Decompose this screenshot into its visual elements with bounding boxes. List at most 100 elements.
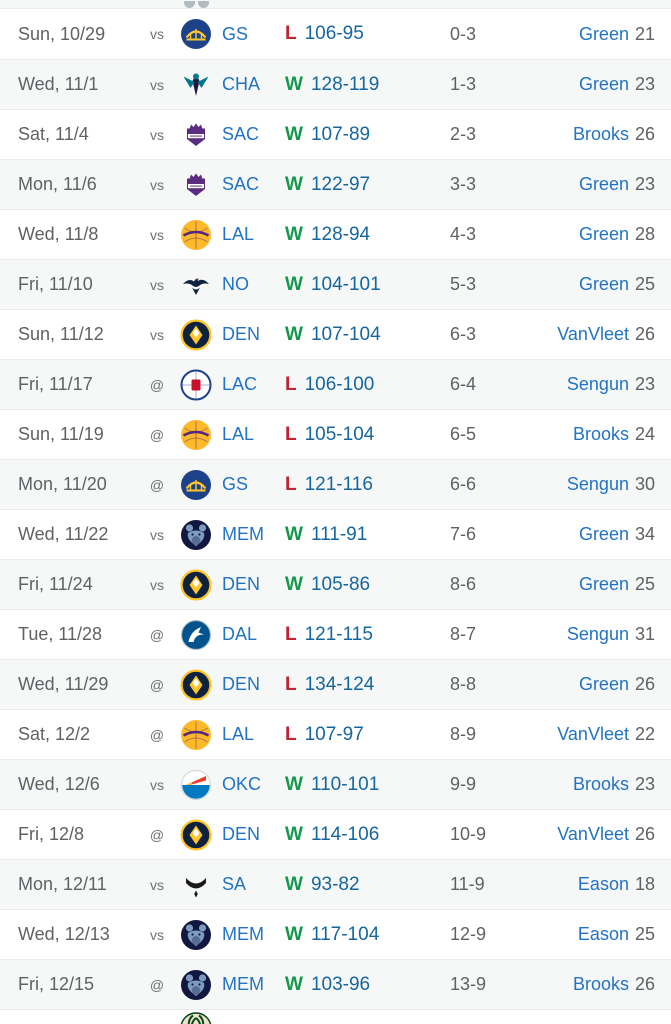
score-link[interactable]: 93-82 — [310, 873, 360, 895]
top-performer: Sengun 23 — [526, 374, 671, 395]
opponent-link[interactable]: LAL — [222, 224, 255, 244]
team-logo-lakers[interactable] — [174, 219, 218, 251]
opponent-link[interactable]: LAL — [222, 724, 255, 744]
win-loss-letter: L — [285, 673, 297, 695]
score-link[interactable]: 104-101 — [310, 273, 381, 295]
team-logo-lakers[interactable] — [174, 419, 218, 451]
score-link[interactable]: 114-106 — [310, 823, 380, 845]
score-link[interactable]: 106-100 — [304, 373, 375, 395]
score-link[interactable]: 105-86 — [310, 573, 371, 595]
top-performer-link[interactable]: VanVleet — [557, 824, 629, 844]
score-link[interactable]: 106-95 — [304, 23, 364, 44]
top-performer-link[interactable]: Green — [578, 74, 629, 94]
top-performer-link[interactable]: Green — [578, 23, 629, 44]
team-logo-pelicans[interactable] — [174, 269, 218, 301]
opponent-link[interactable]: SAC — [222, 124, 260, 144]
opponent-link[interactable]: DEN — [222, 674, 261, 694]
opponent-link[interactable]: DEN — [222, 574, 261, 594]
opponent-link[interactable]: CHA — [222, 74, 261, 94]
top-performer-link[interactable]: Green — [578, 174, 629, 194]
top-performer-link[interactable]: Brooks — [572, 124, 629, 144]
opponent-link[interactable]: LAL — [222, 424, 255, 444]
team-logo-grizzlies[interactable] — [174, 919, 218, 951]
opponent-link[interactable]: DAL — [222, 624, 258, 644]
top-performer-link[interactable]: Green — [578, 274, 629, 294]
game-result: W 117-104 — [282, 924, 446, 946]
home-away-indicator: vs — [150, 126, 164, 143]
game-row: Sun, 11/12 vs DEN W 107-104 6-3 VanVleet… — [0, 309, 671, 359]
win-loss-letter: W — [285, 173, 303, 195]
top-performer-link[interactable]: Green — [578, 224, 629, 244]
win-loss-letter: W — [285, 123, 303, 145]
top-performer-link[interactable]: Green — [578, 674, 629, 694]
team-logo-kings[interactable] — [174, 119, 218, 151]
opponent-link[interactable]: DEN — [222, 824, 261, 844]
team-logo-warriors[interactable] — [174, 18, 218, 50]
score-link[interactable]: 107-97 — [304, 723, 364, 745]
score-link[interactable]: 103-96 — [310, 973, 371, 995]
win-loss-letter: W — [285, 73, 303, 95]
opponent-link[interactable]: GS — [222, 474, 249, 494]
opponent-link[interactable]: DEN — [222, 324, 261, 344]
top-performer-link[interactable]: VanVleet — [557, 324, 629, 344]
game-date: Wed, 11/8 — [18, 224, 99, 244]
team-logo-nuggets[interactable] — [174, 819, 218, 851]
home-away-indicator: vs — [150, 226, 164, 243]
score-link[interactable]: 121-116 — [304, 473, 373, 495]
game-result: W 105-86 — [282, 574, 446, 596]
opponent-link[interactable]: GS — [222, 23, 249, 44]
team-logo-hornets[interactable] — [174, 69, 218, 101]
top-performer-link[interactable]: Eason — [577, 924, 629, 944]
top-performer-link[interactable]: Sengun — [566, 474, 629, 494]
team-logo-nuggets[interactable] — [174, 669, 218, 701]
top-performer-link[interactable]: Green — [578, 574, 629, 594]
team-logo-kings[interactable] — [174, 169, 218, 201]
top-performer-link[interactable]: Sengun — [566, 374, 629, 394]
opponent-link[interactable]: SAC — [222, 174, 260, 194]
opponent-link[interactable]: LAC — [222, 374, 258, 394]
team-logo-spurs[interactable] — [174, 869, 218, 901]
score-link[interactable]: 121-115 — [304, 623, 373, 645]
team-logo-warriors[interactable] — [174, 469, 218, 501]
opponent-link[interactable]: OKC — [222, 774, 262, 794]
top-performer-link[interactable]: Eason — [577, 874, 629, 894]
team-logo-mavericks[interactable] — [174, 619, 218, 651]
score-link[interactable]: 128-94 — [310, 223, 371, 245]
top-performer: Brooks 26 — [526, 974, 671, 995]
top-performer-link[interactable]: Green — [578, 524, 629, 544]
team-record: 7-6 — [450, 524, 477, 544]
score-link[interactable]: 107-104 — [310, 323, 381, 345]
opponent-link[interactable]: SA — [222, 874, 247, 894]
top-performer-link[interactable]: VanVleet — [557, 724, 629, 744]
opponent-link[interactable]: MEM — [222, 524, 264, 544]
team-logo-grizzlies[interactable] — [174, 519, 218, 551]
score-link[interactable]: 110-101 — [310, 773, 380, 795]
opponent-link[interactable]: MEM — [222, 924, 264, 944]
score-link[interactable]: 107-89 — [310, 123, 371, 145]
top-performer: Eason 25 — [526, 924, 671, 945]
score-link[interactable]: 111-91 — [310, 523, 368, 545]
score-link[interactable]: 128-119 — [310, 73, 380, 95]
top-performer-link[interactable]: Sengun — [566, 624, 629, 644]
game-result: L 106-100 — [282, 374, 446, 396]
score-link[interactable]: 134-124 — [304, 673, 375, 695]
score-link[interactable]: 122-97 — [310, 173, 371, 195]
team-logo-clippers[interactable] — [174, 369, 218, 401]
game-row: Mon, 11/20 @ GS L 121-116 6-6 Sengun 30 — [0, 459, 671, 509]
team-logo-thunder[interactable] — [174, 769, 218, 801]
opponent-link[interactable]: MEM — [222, 974, 264, 994]
top-performer-link[interactable]: Brooks — [572, 774, 629, 794]
team-logo-lakers[interactable] — [174, 719, 218, 751]
team-logo-nuggets[interactable] — [174, 319, 218, 351]
partial-row-bottom — [0, 1009, 671, 1024]
top-performer-link[interactable]: Brooks — [572, 974, 629, 994]
opponent-link[interactable]: NO — [222, 274, 249, 294]
top-performer-points: 21 — [634, 23, 655, 44]
top-performer-points: 30 — [634, 474, 655, 494]
top-performer: Green 21 — [526, 24, 671, 45]
top-performer-link[interactable]: Brooks — [572, 424, 629, 444]
score-link[interactable]: 105-104 — [304, 423, 375, 445]
team-logo-grizzlies[interactable] — [174, 969, 218, 1001]
team-logo-nuggets[interactable] — [174, 569, 218, 601]
score-link[interactable]: 117-104 — [310, 923, 380, 945]
